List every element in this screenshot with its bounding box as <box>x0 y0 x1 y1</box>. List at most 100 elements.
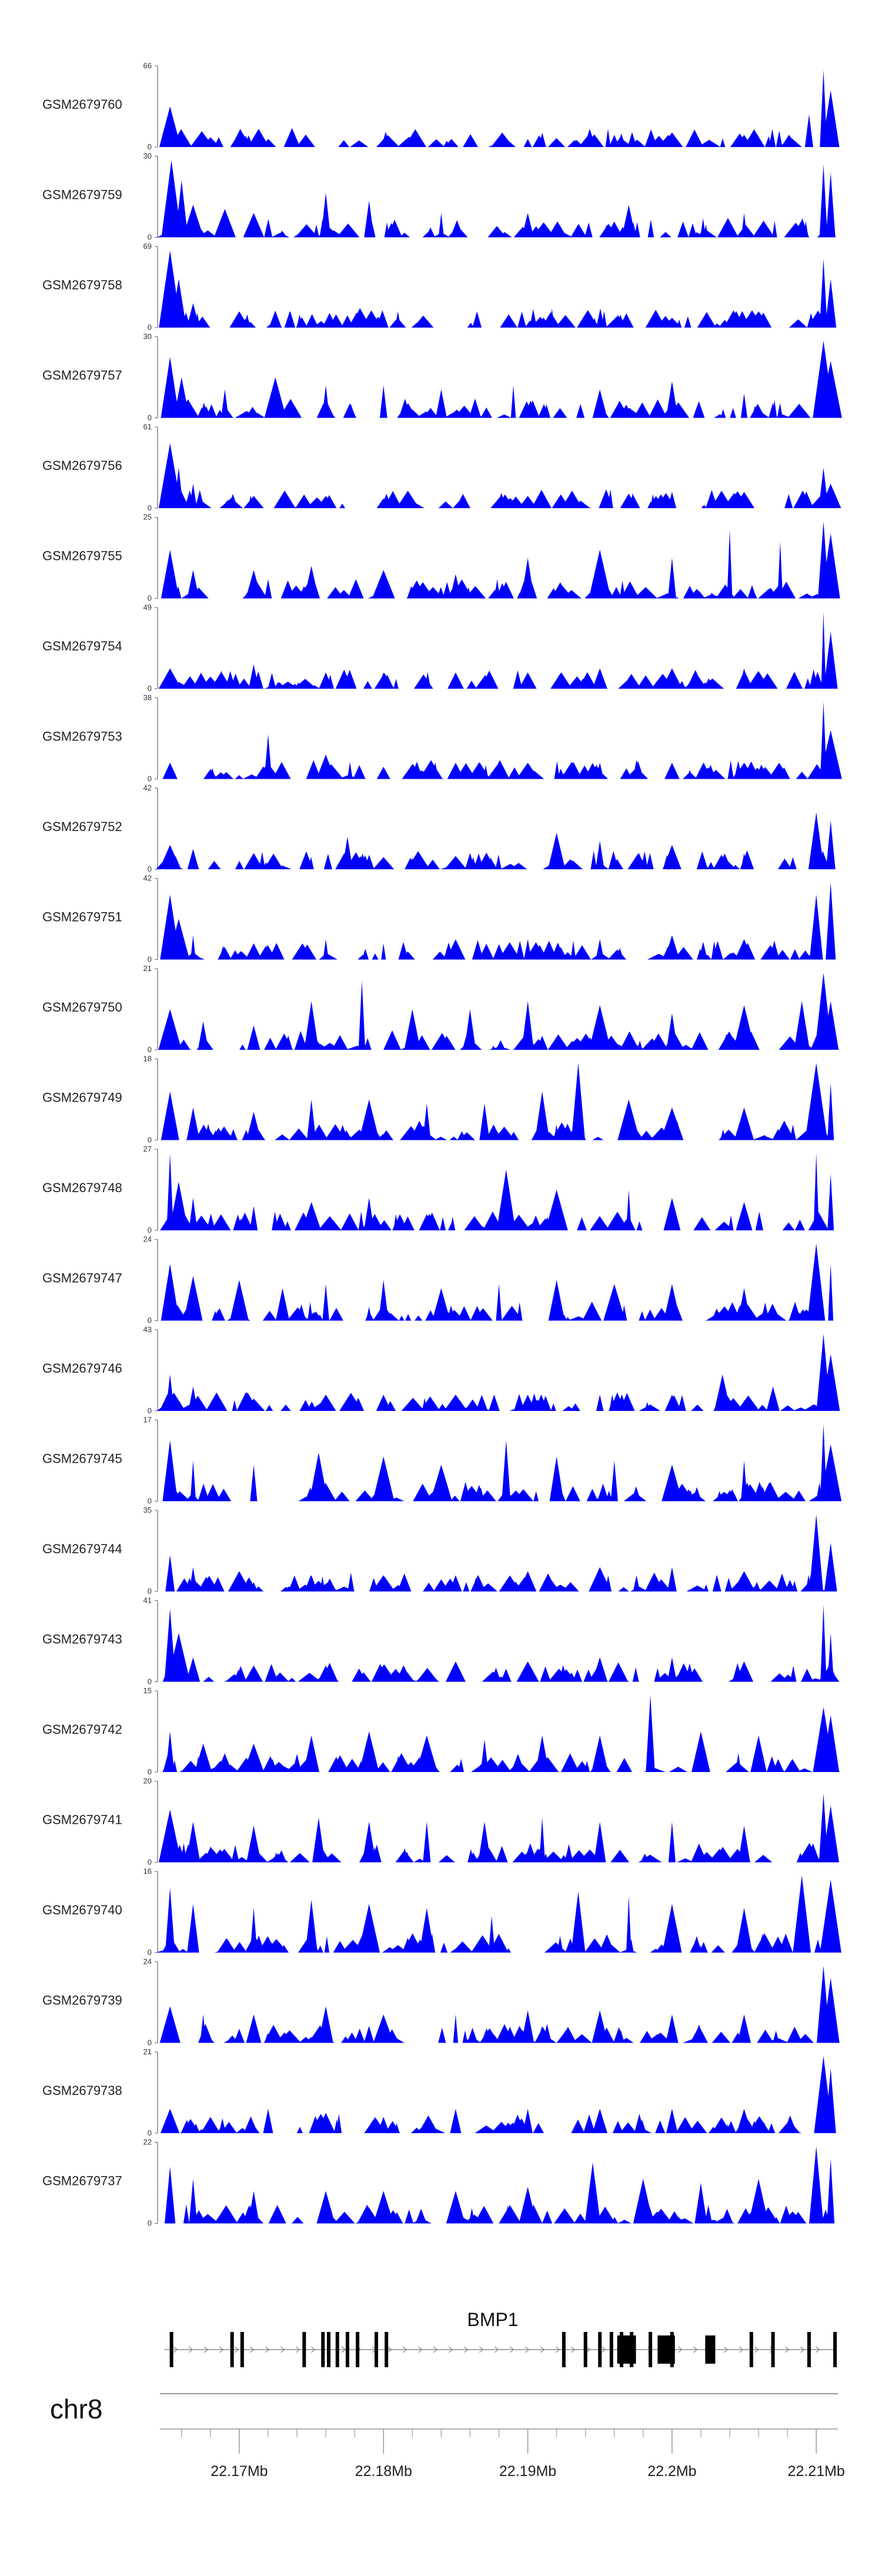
track-GSM2679750: GSM2679750 21 0 <box>42 964 839 1054</box>
track-GSM2679738: GSM2679738 21 0 <box>42 2047 838 2137</box>
strand-arrow <box>219 2346 224 2353</box>
y-max-label: 21 <box>143 964 152 973</box>
strand-arrow <box>249 2346 255 2353</box>
y-min-label: 0 <box>148 142 152 151</box>
coverage-area <box>160 882 838 960</box>
track-GSM2679743: GSM2679743 41 0 <box>42 1596 840 1686</box>
coverage-area <box>160 1153 838 1230</box>
y-max-label: 18 <box>143 1055 152 1063</box>
strand-arrow <box>463 2346 469 2353</box>
gene-exon-wide <box>705 2335 716 2364</box>
track-label: GSM2679752 <box>42 819 122 834</box>
gene-exon <box>583 2332 587 2367</box>
y-max-label: 27 <box>143 1144 152 1153</box>
gene-exon <box>230 2332 234 2367</box>
strand-arrow <box>479 2346 484 2353</box>
coverage-area <box>158 611 838 689</box>
strand-arrow <box>234 2346 239 2353</box>
y-min-label: 0 <box>148 594 152 603</box>
genome-axis: chr8 22.17Mb 22.18Mb 22.19Mb 22.2Mb 22.21Mb <box>50 2393 845 2480</box>
track-label: GSM2679743 <box>42 1632 122 1647</box>
y-min-label: 0 <box>148 1858 152 1867</box>
track-label: GSM2679747 <box>42 1271 122 1286</box>
axis-tick-label: 22.19Mb <box>499 2463 556 2480</box>
strand-arrow <box>540 2346 545 2353</box>
track-label: GSM2679746 <box>42 1361 122 1376</box>
gene-exon <box>356 2332 360 2367</box>
y-min-label: 0 <box>148 233 152 242</box>
gene-exon <box>749 2332 753 2367</box>
coverage-area <box>159 1966 840 2043</box>
track-GSM2679745: GSM2679745 17 0 <box>42 1416 842 1506</box>
track-GSM2679742: GSM2679742 15 0 <box>42 1686 840 1776</box>
y-max-label: 21 <box>143 2047 152 2056</box>
strand-arrow <box>341 2346 346 2353</box>
strand-arrow <box>188 2346 193 2353</box>
track-GSM2679755: GSM2679755 25 0 <box>42 513 840 603</box>
track-GSM2679748: GSM2679748 27 0 <box>42 1144 838 1234</box>
y-max-label: 69 <box>143 242 152 251</box>
track-GSM2679746: GSM2679746 43 0 <box>42 1325 840 1415</box>
gene-exon <box>562 2332 566 2367</box>
y-min-label: 0 <box>148 1316 152 1325</box>
track-label: GSM2679737 <box>42 2174 122 2188</box>
gene-exon <box>833 2332 837 2367</box>
y-max-label: 41 <box>143 1596 152 1605</box>
track-label: GSM2679740 <box>42 1903 122 1917</box>
strand-arrow <box>265 2346 270 2353</box>
track-GSM2679757: GSM2679757 30 0 <box>42 332 842 422</box>
y-min-label: 0 <box>148 503 152 512</box>
track-label: GSM2679758 <box>42 278 122 292</box>
strand-arrow <box>739 2346 744 2353</box>
y-max-label: 22 <box>143 2138 152 2147</box>
strand-arrow <box>295 2346 300 2353</box>
track-GSM2679752: GSM2679752 42 0 <box>42 783 838 873</box>
chromosome-label: chr8 <box>50 2394 102 2424</box>
track-label: GSM2679754 <box>42 639 122 653</box>
y-max-label: 20 <box>143 1777 152 1786</box>
strand-arrow <box>815 2346 820 2353</box>
track-GSM2679739: GSM2679739 24 0 <box>42 1957 840 2047</box>
gene-exon <box>169 2332 173 2367</box>
coverage-tracks: GSM2679760660GSM2679759300GSM2679758690G… <box>42 61 842 2228</box>
track-GSM2679754: GSM2679754 49 0 <box>42 603 838 693</box>
strand-arrow <box>800 2346 805 2353</box>
y-min-label: 0 <box>148 1136 152 1144</box>
y-min-label: 0 <box>148 775 152 783</box>
gene-exon-wide <box>657 2335 675 2364</box>
y-max-label: 38 <box>143 693 152 702</box>
axis-tick-label: 22.21Mb <box>788 2463 845 2480</box>
coverage-area <box>160 1063 838 1140</box>
axis-tick-label: 22.17Mb <box>211 2463 268 2480</box>
y-max-label: 15 <box>143 1686 152 1695</box>
axis-tick-label: 22.18Mb <box>355 2463 412 2480</box>
track-label: GSM2679741 <box>42 1813 122 1827</box>
strand-arrow <box>524 2346 530 2353</box>
strand-arrow <box>586 2346 591 2353</box>
gene-exon <box>649 2332 653 2367</box>
track-label: GSM2679750 <box>42 1000 122 1015</box>
y-max-label: 30 <box>143 332 152 341</box>
coverage-area <box>160 1694 840 1772</box>
track-GSM2679744: GSM2679744 35 0 <box>42 1506 838 1596</box>
track-label: GSM2679748 <box>42 1180 122 1195</box>
gene-exon <box>598 2332 602 2367</box>
track-label: GSM2679757 <box>42 368 122 383</box>
gene-exon-wide <box>617 2335 636 2364</box>
gene-exon <box>345 2332 349 2367</box>
gene-exon <box>302 2332 306 2367</box>
strand-arrow <box>570 2346 576 2353</box>
coverage-area <box>160 2146 838 2224</box>
coverage-area <box>158 972 839 1050</box>
strand-arrow <box>555 2346 560 2353</box>
y-min-label: 0 <box>148 2038 152 2047</box>
coverage-area <box>160 2056 838 2133</box>
strand-arrow <box>433 2346 438 2353</box>
track-GSM2679758: GSM2679758 69 0 <box>42 242 838 332</box>
track-GSM2679751: GSM2679751 42 0 <box>42 874 838 964</box>
track-label: GSM2679753 <box>42 729 122 744</box>
y-max-label: 42 <box>143 874 152 883</box>
strand-arrow <box>754 2346 759 2353</box>
y-min-label: 0 <box>148 1045 152 1054</box>
y-max-label: 66 <box>143 61 152 70</box>
